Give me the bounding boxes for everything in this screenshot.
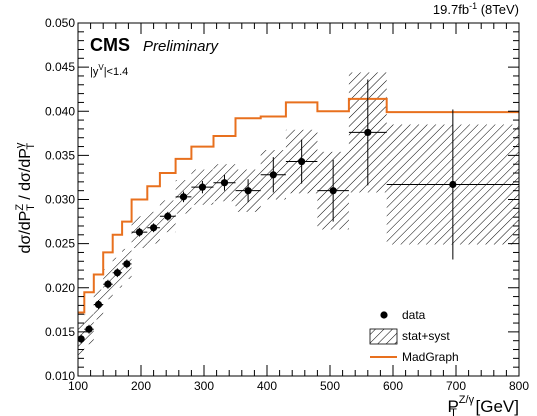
data-point bbox=[112, 268, 123, 278]
data-points bbox=[77, 79, 519, 344]
status-label: Preliminary bbox=[143, 38, 220, 55]
madgraph-curve bbox=[78, 97, 519, 314]
data-marker bbox=[77, 335, 85, 343]
data-point bbox=[84, 324, 94, 334]
legend-madgraph-label: MadGraph bbox=[402, 350, 459, 364]
y-tick-label: 0.025 bbox=[45, 237, 75, 251]
data-marker bbox=[123, 260, 131, 268]
data-marker bbox=[164, 212, 172, 220]
y-tick-label: 0.045 bbox=[45, 60, 75, 74]
madgraph-line bbox=[78, 97, 519, 314]
data-marker bbox=[113, 269, 121, 277]
data-point bbox=[131, 227, 148, 237]
data-marker bbox=[135, 228, 144, 236]
y-tick-label: 0.040 bbox=[45, 104, 75, 118]
y-tick-label: 0.020 bbox=[45, 281, 75, 295]
data-marker bbox=[104, 280, 112, 288]
x-axis-label: PZ/γ T [GeV] bbox=[447, 394, 519, 416]
data-point bbox=[103, 279, 113, 289]
data-point bbox=[386, 109, 519, 260]
data-point bbox=[348, 79, 387, 186]
legend-band-swatch bbox=[369, 328, 398, 345]
y-axis: 0.010 0.015 0.020 0.025 0.030 0.035 0.040 0.045… bbox=[45, 16, 519, 383]
data-marker bbox=[179, 193, 188, 201]
data-point bbox=[122, 259, 132, 269]
data-marker bbox=[244, 187, 252, 195]
legend-item-data: data bbox=[380, 308, 426, 322]
x-tick-label: 300 bbox=[194, 379, 214, 393]
x-tick-label: 500 bbox=[320, 379, 340, 393]
data-point bbox=[285, 139, 318, 184]
legend: data stat+syst MadGraph bbox=[369, 308, 459, 364]
data-point bbox=[175, 191, 192, 203]
x-axis: 100 200 300 400 500 600 700 800 bbox=[68, 23, 529, 393]
data-point bbox=[159, 211, 176, 221]
legend-item-stat-syst: stat+syst bbox=[369, 328, 450, 345]
data-marker bbox=[364, 128, 372, 137]
x-tick-label: 400 bbox=[257, 379, 277, 393]
y-axis-label: dσ/dPZT / dσ/dPγT bbox=[14, 142, 37, 253]
legend-data-label: data bbox=[402, 308, 426, 322]
y-tick-label: 0.015 bbox=[45, 325, 75, 339]
legend-band-label: stat+syst bbox=[402, 329, 450, 343]
data-marker bbox=[85, 325, 93, 333]
data-marker bbox=[329, 187, 337, 195]
data-point bbox=[191, 180, 214, 194]
data-marker bbox=[150, 224, 158, 232]
legend-data-marker bbox=[380, 311, 388, 319]
y-tick-label: 0.050 bbox=[45, 16, 75, 30]
x-tick-label: 200 bbox=[131, 379, 151, 393]
data-marker bbox=[269, 171, 277, 179]
y-tick-label: 0.035 bbox=[45, 148, 75, 162]
legend-item-madgraph: MadGraph bbox=[370, 350, 459, 364]
data-point bbox=[260, 157, 286, 193]
data-point bbox=[213, 174, 236, 191]
data-marker bbox=[220, 179, 229, 187]
experiment-label: CMS bbox=[90, 35, 130, 55]
data-point bbox=[93, 300, 104, 309]
data-marker bbox=[298, 157, 306, 166]
data-marker bbox=[449, 180, 457, 189]
y-tick-label: 0.010 bbox=[45, 369, 75, 383]
selection-label: |yV|<1.4 bbox=[90, 63, 128, 78]
data-point bbox=[235, 179, 261, 203]
data-marker bbox=[198, 183, 207, 191]
data-point bbox=[317, 159, 349, 222]
x-tick-label: 700 bbox=[446, 379, 466, 393]
data-marker bbox=[94, 300, 103, 309]
y-tick-label: 0.030 bbox=[45, 193, 75, 207]
data-point bbox=[147, 223, 160, 233]
x-tick-label: 600 bbox=[383, 379, 403, 393]
x-tick-label: 800 bbox=[509, 379, 529, 393]
lumi-label: 19.7fb-1 (8TeV) bbox=[433, 1, 519, 17]
x-tick-label: 100 bbox=[68, 379, 88, 393]
